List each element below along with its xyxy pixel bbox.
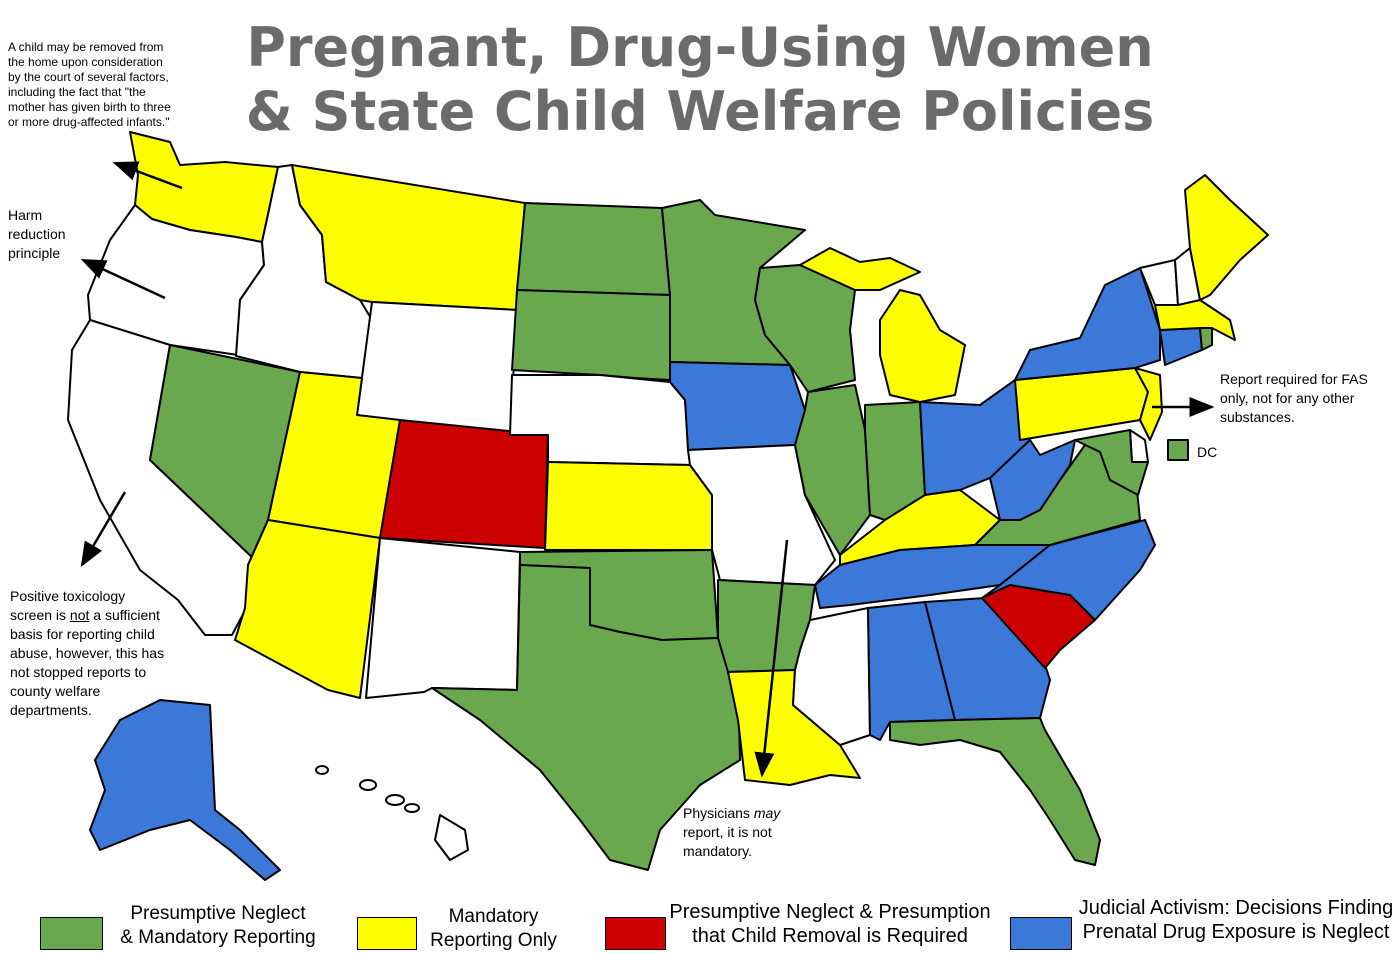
legend-green-line-1: Presumptive Neglect — [130, 903, 306, 924]
dc-label: DC — [1197, 444, 1218, 460]
ca-note-arrow — [80, 491, 127, 568]
note-new-jersey: Report required for FAS only, not for an… — [1220, 371, 1368, 425]
note-missouri-may: may — [753, 805, 781, 821]
legend-blue-line-2: Prenatal Drug Exposure is Neglect — [1082, 921, 1390, 943]
note-california-not: not — [69, 607, 90, 623]
mo-note-arrow — [754, 539, 789, 778]
state-nd — [516, 202, 671, 296]
note-missouri: Physicians may report, it is not mandato… — [683, 804, 813, 861]
state-hi — [315, 765, 469, 861]
note-missouri-text-1: Physicians — [683, 805, 754, 821]
state-md — [1074, 429, 1149, 496]
state-me — [1184, 174, 1269, 301]
state-nm — [365, 537, 521, 699]
state-nc — [981, 519, 1156, 621]
legend-item-blue: Judicial Activism: Decisions Finding Pre… — [1010, 897, 1395, 954]
legend-item-green: Presumptive Neglect & Mandatory Reportin… — [40, 900, 320, 954]
state-wy — [356, 301, 518, 436]
legend-swatch-yellow — [357, 917, 417, 950]
state-tx — [431, 564, 741, 871]
note-oregon: Harm reduction principle — [8, 207, 66, 261]
or-note-arrow — [80, 258, 166, 300]
legend-item-yellow: Mandatory Reporting Only — [357, 900, 572, 954]
state-ri — [1199, 327, 1213, 351]
legend-label-yellow: Mandatory Reporting Only — [421, 905, 566, 953]
state-co — [379, 419, 549, 549]
state-fl — [889, 717, 1101, 866]
state-ct — [1159, 327, 1203, 366]
note-washington: A child may be removed from the home upo… — [8, 40, 171, 129]
title-line-1: Pregnant, Drug-Using Women — [246, 16, 1154, 79]
state-mi — [879, 289, 966, 403]
map-title: Pregnant, Drug-Using Women & State Child… — [0, 16, 1400, 144]
legend-swatch-red — [605, 917, 666, 950]
title-line-2: & State Child Welfare Policies — [245, 80, 1155, 143]
legend-label-red: Presumptive Neglect & Presumption that C… — [669, 900, 991, 948]
state-ia — [669, 361, 806, 451]
legend-red-line-2: that Child Removal is Required — [692, 925, 968, 947]
legend-label-blue: Judicial Activism: Decisions Finding Pre… — [1078, 896, 1394, 944]
note-california-text-2: a sufficient basis for reporting child a… — [10, 607, 165, 718]
state-ak — [89, 699, 281, 881]
state-dc — [1167, 439, 1189, 461]
state-ks — [544, 461, 713, 551]
legend-yellow-line-2: Reporting Only — [430, 930, 557, 951]
state-nj — [1134, 367, 1163, 441]
legend-red-line-1: Presumptive Neglect & Presumption — [669, 901, 991, 923]
legend-swatch-blue — [1010, 917, 1072, 950]
wa-note-arrow — [112, 161, 183, 190]
state-ma — [1154, 299, 1236, 341]
note-california: Positive toxicology screen is not a suff… — [10, 587, 170, 720]
legend-blue-line-1: Judicial Activism: Decisions Finding — [1078, 897, 1394, 919]
state-az — [234, 519, 381, 699]
state-mi-upper — [799, 247, 921, 291]
legend-label-green: Presumptive Neglect & Mandatory Reportin… — [118, 902, 318, 950]
legend-item-red: Presumptive Neglect & Presumption that C… — [605, 900, 995, 954]
state-sd — [511, 289, 671, 381]
note-missouri-text-2: report, it is not mandatory. — [683, 824, 772, 859]
state-wv — [989, 439, 1076, 521]
legend-yellow-line-1: Mandatory — [448, 906, 539, 927]
state-ny — [1014, 267, 1161, 381]
note-california-text-1: Positive toxicology screen is — [10, 588, 126, 623]
legend-swatch-green — [40, 917, 103, 950]
legend-green-line-2: & Mandatory Reporting — [120, 927, 316, 948]
